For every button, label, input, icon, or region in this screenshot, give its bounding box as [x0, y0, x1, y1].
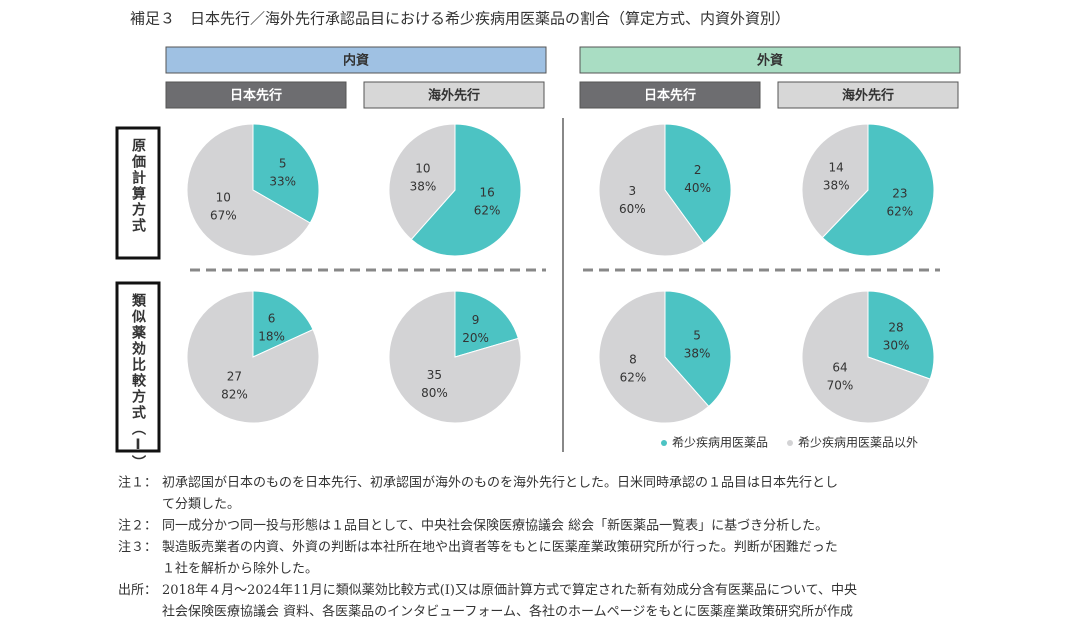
subgroup-header	[579, 81, 761, 109]
share-label: 80%	[421, 386, 448, 400]
pie-slice	[410, 123, 522, 257]
note-text: 2018年４月～2024年11月に類似薬効比較方式(Ⅰ)又は原価計算方式で算定さ…	[162, 582, 857, 598]
share-label: 82%	[221, 387, 248, 401]
pie-slice	[664, 123, 732, 245]
row-label: 原価計算方式	[130, 138, 147, 234]
row-label: 類似薬効比較方式（Ⅰ）	[130, 293, 147, 471]
share-label: 38%	[410, 179, 437, 193]
note-label: 注２：	[118, 519, 157, 534]
share-label: 70%	[827, 378, 854, 392]
value-label: 8	[629, 353, 637, 367]
share-label: 62%	[620, 371, 647, 385]
share-label: 18%	[258, 330, 285, 344]
value-label: 5	[279, 156, 287, 170]
note-text: 社会保険医療協議会 資料、各医薬品のインタビューフォーム、各社のホームページをも…	[162, 604, 853, 620]
value-label: 23	[892, 186, 907, 200]
share-label: 38%	[823, 179, 850, 193]
legend-marker	[661, 440, 667, 446]
note-label: 出所：	[118, 583, 157, 598]
share-label: 38%	[684, 346, 711, 360]
share-label: 60%	[619, 202, 646, 216]
note-text: １社を解析から除外した。	[162, 561, 318, 577]
value-label: 10	[216, 191, 231, 205]
value-label: 5	[693, 328, 701, 342]
pie-slice	[388, 290, 522, 424]
group-header	[579, 46, 961, 74]
pie-slice	[801, 290, 931, 424]
row-label-box	[115, 281, 161, 453]
pie-slice	[186, 290, 320, 424]
note-text: 同一成分かつ同一投与形態は１品目として、中央社会保険医療協議会 総会「新医薬品一…	[162, 518, 828, 534]
subgroup-header	[363, 81, 545, 109]
value-label: 10	[415, 161, 430, 175]
pie-slice	[186, 123, 311, 257]
value-label: 27	[227, 369, 242, 383]
share-label: 67%	[210, 209, 237, 223]
value-label: 14	[829, 161, 844, 175]
title: 補足３ 日本先行／海外先行承認品目における希少疾病用医薬品の割合（算定方式、内資…	[130, 10, 790, 28]
pie-slice	[388, 123, 456, 241]
pie-slice	[801, 123, 869, 239]
group-label: 内資	[343, 53, 369, 69]
value-label: 28	[888, 321, 903, 335]
row-label-box	[115, 126, 161, 260]
value-label: 9	[472, 313, 480, 327]
legend-marker	[787, 440, 793, 446]
value-label: 64	[832, 360, 847, 374]
pie-slice	[598, 123, 705, 257]
pie-slice	[867, 290, 935, 380]
value-label: 3	[629, 184, 637, 198]
legend-label: 希少疾病用医薬品以外	[798, 435, 918, 450]
share-label: 62%	[887, 204, 914, 218]
pie-slice	[252, 290, 314, 358]
share-label: 40%	[684, 181, 711, 195]
share-label: 62%	[474, 204, 501, 218]
subgroup-label: 日本先行	[230, 88, 282, 104]
subgroup-header	[165, 81, 347, 109]
share-label: 20%	[462, 331, 489, 345]
note-label: 注３：	[118, 540, 157, 555]
note-text: 初承認国が日本のものを日本先行、初承認国が海外のものを海外先行とした。日米同時承…	[162, 475, 838, 491]
subgroup-label: 海外先行	[842, 88, 894, 104]
pie-slice	[664, 290, 732, 408]
legend-label: 希少疾病用医薬品	[672, 435, 768, 450]
value-label: 35	[427, 368, 442, 382]
pie-slice	[598, 290, 710, 424]
subgroup-header	[777, 81, 959, 109]
pie-slice	[252, 123, 320, 224]
value-label: 6	[268, 312, 276, 326]
group-header	[165, 46, 547, 74]
share-label: 30%	[883, 339, 910, 353]
note-text: 製造販売業者の内資、外資の判断は本社所在地や出資者等をもとに医薬産業政策研究所が…	[162, 539, 838, 555]
pie-slice	[821, 123, 935, 257]
pie-slice	[454, 290, 519, 358]
share-label: 33%	[269, 174, 296, 188]
subgroup-label: 日本先行	[644, 88, 696, 104]
subgroup-label: 海外先行	[428, 88, 480, 104]
value-label: 16	[479, 186, 494, 200]
note-text: て分類した。	[162, 497, 240, 512]
note-label: 注１：	[118, 476, 157, 491]
group-label: 外資	[756, 53, 783, 69]
value-label: 2	[694, 163, 702, 177]
